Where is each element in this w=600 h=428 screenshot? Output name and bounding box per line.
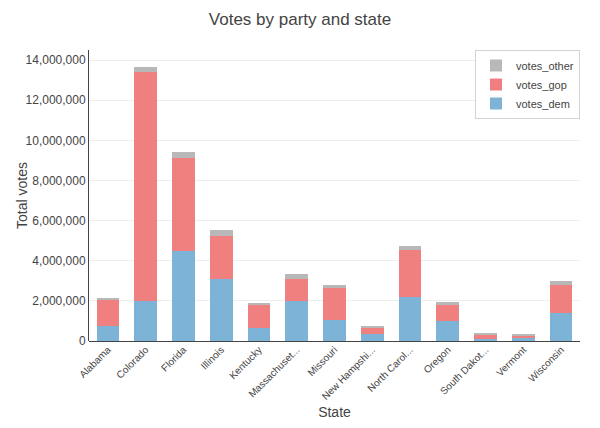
svg-text:Florida: Florida xyxy=(159,344,189,374)
svg-text:6,000,000: 6,000,000 xyxy=(32,214,86,228)
svg-text:4,000,000: 4,000,000 xyxy=(32,254,86,268)
svg-text:New Hampshi...: New Hampshi... xyxy=(320,344,378,402)
svg-text:votes_dem: votes_dem xyxy=(516,98,570,110)
svg-text:South Dakot...: South Dakot... xyxy=(438,344,491,397)
svg-text:10,000,000: 10,000,000 xyxy=(26,134,86,148)
svg-text:North Carol...: North Carol... xyxy=(365,344,415,394)
svg-text:Colorado: Colorado xyxy=(114,344,151,381)
svg-text:votes_gop: votes_gop xyxy=(516,79,567,91)
svg-text:14,000,000: 14,000,000 xyxy=(26,53,86,67)
svg-text:Vermont: Vermont xyxy=(494,344,528,378)
svg-text:votes_other: votes_other xyxy=(516,60,574,72)
svg-text:8,000,000: 8,000,000 xyxy=(32,174,86,188)
svg-text:Kentucky: Kentucky xyxy=(227,344,264,381)
svg-text:Oregon: Oregon xyxy=(421,344,452,375)
svg-text:Wisconsin: Wisconsin xyxy=(526,344,566,384)
svg-text:2,000,000: 2,000,000 xyxy=(32,294,86,308)
svg-text:State: State xyxy=(318,404,351,420)
svg-text:12,000,000: 12,000,000 xyxy=(26,93,86,107)
svg-text:0: 0 xyxy=(79,334,86,348)
svg-text:Illinois: Illinois xyxy=(199,344,226,371)
svg-text:Missouri: Missouri xyxy=(305,344,339,378)
svg-text:Alabama: Alabama xyxy=(77,344,113,380)
svg-text:Massachuset...: Massachuset... xyxy=(246,344,301,399)
svg-text:Total votes: Total votes xyxy=(14,162,30,229)
svg-text:Votes by party and state: Votes by party and state xyxy=(209,10,391,29)
